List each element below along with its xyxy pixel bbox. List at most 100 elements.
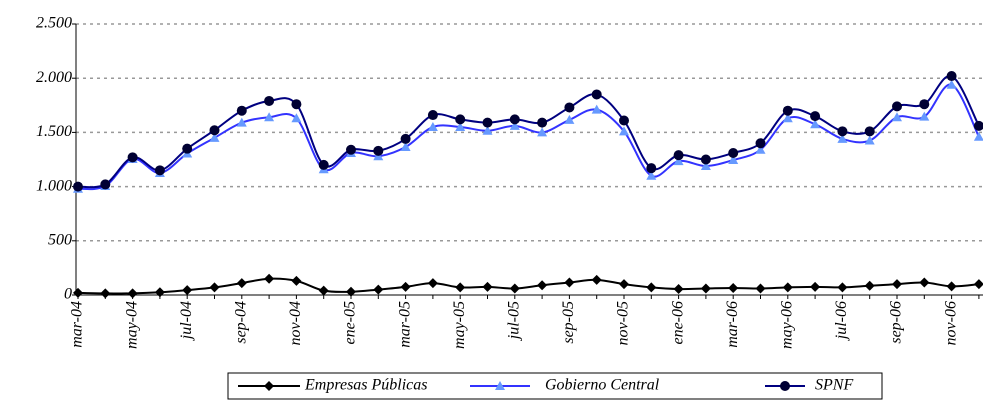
data-point (264, 112, 275, 122)
data-point (810, 119, 821, 129)
legend-label: Empresas Públicas (304, 377, 428, 394)
x-tick-label: sep-06 (888, 301, 905, 344)
series-line (77, 83, 980, 191)
data-point (154, 165, 165, 176)
data-point (455, 121, 466, 131)
data-point (318, 159, 329, 170)
data-point (673, 150, 684, 161)
data-point (810, 111, 821, 122)
x-tick-label: sep-04 (232, 301, 249, 344)
data-point (782, 105, 793, 116)
data-point (728, 147, 739, 158)
data-point (455, 114, 466, 125)
data-point (537, 280, 548, 291)
data-point (837, 133, 848, 143)
data-point (291, 113, 302, 123)
data-point (154, 287, 165, 298)
y-tick-label: 0 (64, 286, 72, 303)
data-point (919, 277, 930, 288)
legend-marker (495, 381, 505, 390)
data-point (700, 154, 711, 165)
x-tick-label: mar-05 (396, 301, 413, 348)
data-point (782, 282, 793, 293)
data-point (755, 138, 766, 149)
data-point (264, 95, 275, 106)
data-point (646, 170, 657, 180)
series-line (77, 74, 980, 189)
data-point (892, 112, 902, 122)
data-point (591, 274, 602, 285)
data-point (946, 79, 957, 89)
legend-label: SPNF (815, 377, 853, 394)
data-point (973, 279, 983, 290)
x-tick-label: jul-05 (505, 301, 522, 341)
data-point (318, 285, 329, 296)
data-point (509, 114, 520, 125)
data-point (182, 285, 193, 296)
legend-marker (264, 381, 274, 391)
data-point (127, 288, 138, 299)
x-tick-label: mar-06 (724, 301, 741, 348)
data-point (564, 277, 575, 288)
y-tick-label: 500 (48, 231, 72, 248)
data-point (236, 278, 247, 289)
data-point (919, 111, 930, 121)
data-point (537, 117, 548, 128)
x-tick-label: sep-05 (560, 301, 577, 344)
data-point (236, 105, 247, 116)
x-tick-label: may-04 (123, 301, 140, 349)
data-point (864, 280, 875, 291)
x-tick-label: may-06 (778, 301, 795, 349)
data-point (673, 284, 684, 295)
data-point (209, 132, 220, 142)
data-point (755, 144, 766, 154)
x-tick-label: jul-04 (178, 301, 195, 341)
data-point (400, 142, 411, 152)
x-tick-label: may-05 (451, 301, 468, 349)
data-point (973, 120, 983, 131)
data-point (73, 181, 83, 192)
x-tick-label: ene-06 (669, 301, 686, 345)
data-point (482, 117, 493, 128)
data-point (591, 104, 602, 114)
data-point (482, 281, 493, 292)
data-point (291, 99, 302, 110)
data-point (619, 279, 629, 290)
data-point (427, 121, 438, 131)
data-point (755, 283, 766, 294)
series-line (77, 277, 979, 295)
x-tick-label: nov-05 (615, 301, 632, 345)
data-point (892, 279, 902, 290)
data-point (482, 125, 493, 135)
data-point (591, 89, 602, 100)
data-point (236, 117, 247, 127)
data-point (564, 102, 575, 113)
data-point (837, 126, 848, 137)
data-point (619, 126, 629, 136)
data-point (209, 282, 220, 293)
data-point (209, 125, 220, 136)
data-point (346, 286, 356, 297)
data-point (182, 143, 193, 154)
legend-marker (780, 381, 790, 391)
data-point (291, 275, 302, 286)
data-point (455, 282, 466, 293)
data-point (782, 113, 793, 123)
data-point (100, 179, 111, 190)
data-point (864, 135, 875, 145)
x-tick-label: nov-06 (942, 301, 959, 345)
data-point (619, 115, 629, 126)
data-point (646, 163, 657, 174)
x-tick-label: jul-06 (833, 301, 850, 341)
data-point (509, 283, 520, 294)
y-tick-label: 2.500 (36, 15, 72, 32)
data-point (73, 287, 83, 298)
y-tick-label: 1.000 (36, 177, 72, 194)
data-point (700, 283, 711, 294)
data-point (837, 282, 848, 293)
data-point (264, 273, 275, 284)
data-point (728, 155, 739, 165)
data-point (373, 145, 384, 156)
data-point (127, 152, 138, 163)
